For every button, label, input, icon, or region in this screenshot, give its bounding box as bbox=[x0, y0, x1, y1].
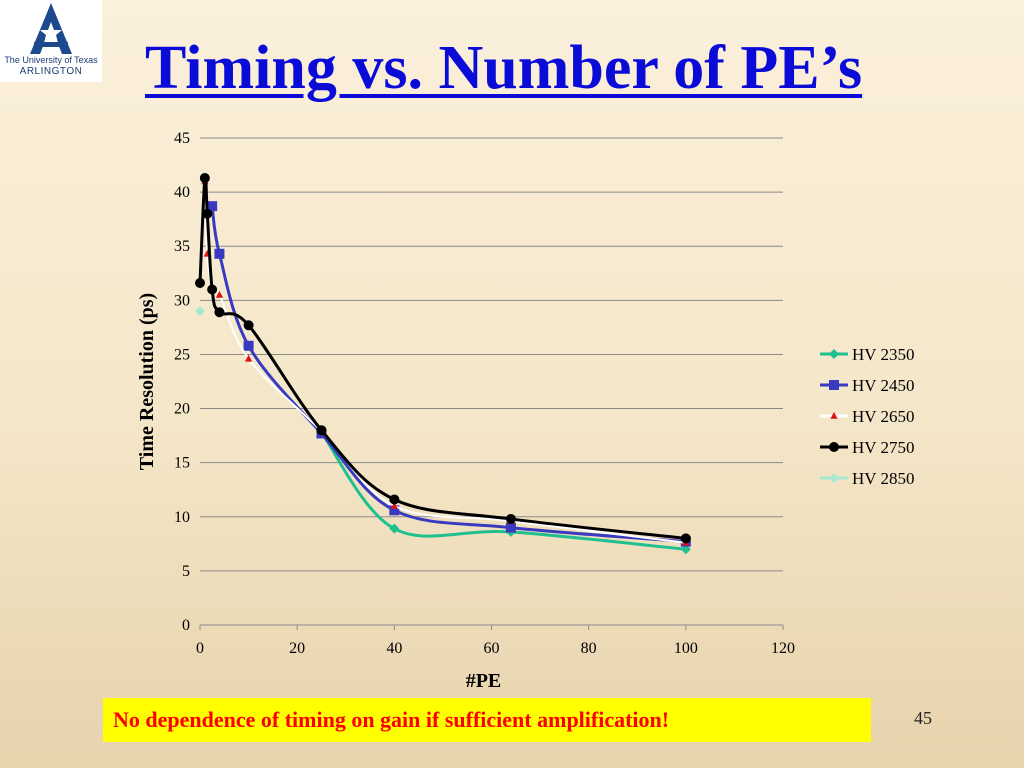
y-tick-label: 20 bbox=[174, 401, 190, 418]
data-point-hv-2750 bbox=[316, 425, 327, 436]
legend-label-hv-2850: HV 2850 bbox=[852, 469, 915, 488]
y-tick-label: 30 bbox=[174, 292, 190, 309]
x-tick-label: 80 bbox=[581, 640, 597, 657]
data-point-hv-2750 bbox=[195, 278, 205, 289]
x-tick-label: 100 bbox=[674, 640, 698, 657]
series-line-hv-2650 bbox=[203, 181, 686, 544]
data-point-hv-2750 bbox=[202, 208, 213, 219]
y-tick-label: 45 bbox=[174, 130, 190, 147]
data-point-hv-2750 bbox=[389, 494, 400, 505]
star-a-icon bbox=[30, 3, 72, 54]
y-tick-label: 10 bbox=[174, 509, 190, 526]
note-banner: No dependence of timing on gain if suffi… bbox=[103, 698, 871, 742]
data-point-hv-2450 bbox=[389, 505, 400, 516]
legend-label-hv-2750: HV 2750 bbox=[852, 438, 915, 457]
x-tick-label: 60 bbox=[484, 640, 500, 657]
x-tick-label: 20 bbox=[289, 640, 305, 657]
legend-marker-hv-2750 bbox=[829, 442, 839, 452]
x-tick-label: 40 bbox=[386, 640, 402, 657]
series-line-hv-2350 bbox=[320, 431, 686, 551]
data-point-hv-2750 bbox=[680, 533, 691, 544]
data-point-hv-2450 bbox=[243, 340, 254, 351]
data-point-hv-2750 bbox=[199, 173, 210, 184]
legend-marker-hv-2450 bbox=[829, 380, 839, 390]
slide-number: 45 bbox=[914, 708, 932, 728]
data-point-hv-2450 bbox=[207, 201, 218, 212]
y-tick-label: 0 bbox=[182, 617, 190, 634]
y-tick-label: 25 bbox=[174, 346, 190, 363]
data-point-hv-2650 bbox=[215, 290, 224, 298]
legend-label-hv-2450: HV 2450 bbox=[852, 376, 915, 395]
legend-marker-hv-2850 bbox=[829, 473, 839, 483]
y-axis-label: Time Resolution (ps) bbox=[136, 293, 158, 470]
legend-marker-hv-2650 bbox=[830, 412, 838, 419]
x-axis-label: #PE bbox=[466, 670, 502, 692]
data-point-hv-2350 bbox=[389, 523, 400, 534]
slide-title: Timing vs. Number of PE’s bbox=[145, 34, 863, 102]
data-point-hv-2350 bbox=[680, 544, 691, 555]
data-point-hv-2750 bbox=[243, 320, 254, 331]
legend-label-hv-2650: HV 2650 bbox=[852, 407, 915, 426]
logo-line2: ARLINGTON bbox=[19, 66, 83, 77]
chart: 0 5 10 15 20 25 30 35 40 45 0 20 40 60 80 100 120 #PE Time… bbox=[136, 130, 915, 692]
data-point-hv-2450 bbox=[505, 522, 516, 533]
y-tick-label: 35 bbox=[174, 238, 190, 255]
data-point-hv-2650 bbox=[390, 501, 398, 509]
logo-line1: The University of Texas bbox=[4, 55, 98, 65]
y-tick-label: 15 bbox=[174, 455, 190, 472]
series-line-hv-2450 bbox=[210, 205, 686, 544]
series-line-hv-2750 bbox=[198, 174, 686, 540]
data-point-hv-2650 bbox=[244, 354, 253, 362]
y-tick-label: 5 bbox=[182, 563, 190, 580]
data-point-hv-2750 bbox=[505, 513, 516, 524]
data-point-hv-2750 bbox=[214, 307, 225, 318]
legend-marker-hv-2350 bbox=[829, 349, 839, 359]
data-point-hv-2450 bbox=[214, 248, 225, 259]
data-point-hv-2750 bbox=[207, 284, 218, 295]
y-tick-label: 40 bbox=[174, 184, 190, 201]
x-tick-label: 0 bbox=[196, 640, 204, 657]
university-logo: The University of Texas ARLINGTON bbox=[0, 0, 102, 82]
data-point-hv-2850 bbox=[195, 306, 205, 317]
x-tick-label: 120 bbox=[771, 640, 795, 657]
legend-label-hv-2350: HV 2350 bbox=[852, 345, 915, 364]
